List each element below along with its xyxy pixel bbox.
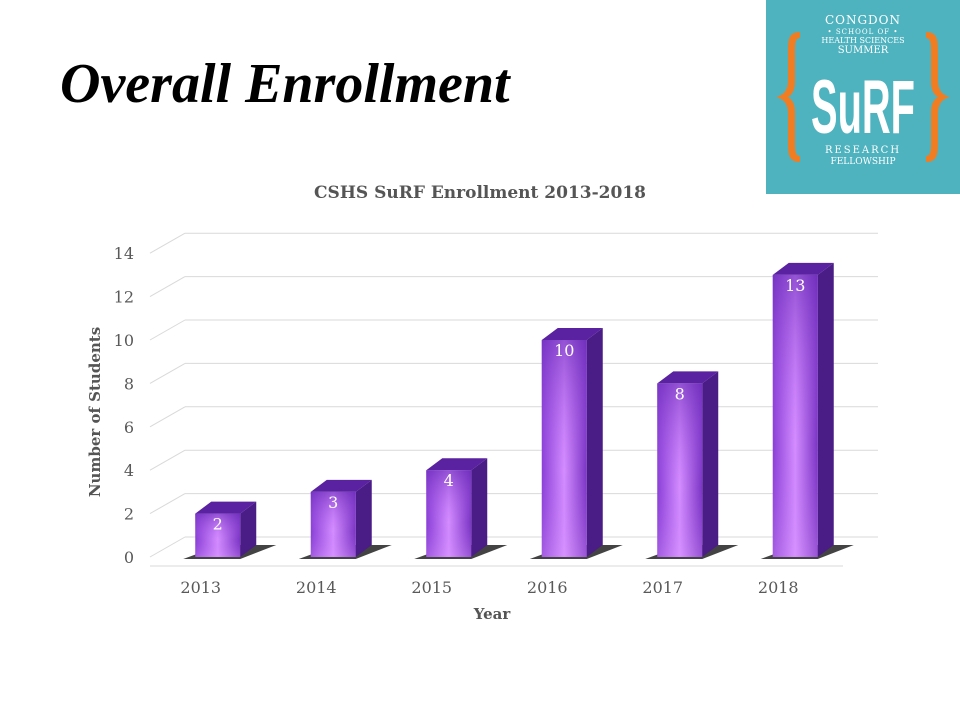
bar-shading [310, 491, 356, 557]
logo-text: CONGDON [825, 13, 901, 27]
x-tick-label: 2015 [411, 578, 452, 597]
y-tick-label: 12 [114, 288, 134, 307]
gridline [149, 406, 186, 428]
chart-title: CSHS SuRF Enrollment 2013-2018 [314, 183, 646, 203]
gridline [149, 276, 186, 298]
bar-side [471, 458, 488, 557]
y-tick-label: 0 [124, 548, 134, 567]
x-axis: 2013 2014 2015 2016 2017 2018 [180, 578, 798, 597]
data-label: 8 [675, 384, 685, 403]
bar-top [195, 501, 257, 514]
x-tick-label: 2016 [527, 578, 568, 597]
y-tick-label: 10 [114, 331, 134, 350]
gridline [149, 493, 186, 515]
logo-text: • SCHOOL OF • [828, 28, 899, 36]
bar-top [772, 262, 834, 275]
logo-text: RESEARCH [825, 145, 901, 156]
x-tick-label: 2017 [642, 578, 683, 597]
y-axis: 0 2 4 6 8 10 12 14 [114, 244, 134, 567]
bar-side [355, 479, 372, 557]
x-axis-label: Year [473, 605, 512, 623]
bar-shading [195, 513, 241, 557]
slide-title: Overall Enrollment [60, 53, 510, 115]
y-tick-label: 8 [124, 374, 134, 393]
bar-top [310, 479, 372, 492]
bar-shading [657, 383, 703, 557]
gridline [149, 362, 186, 384]
data-label: 4 [444, 471, 454, 490]
bar-series: 2 3 4 10 8 13 [183, 262, 854, 559]
bar-shading [772, 274, 818, 557]
bar-side [817, 262, 834, 557]
gridline [149, 232, 186, 254]
logo-main-text: SuRF [811, 65, 915, 150]
surf-logo-graphic: CONGDON • SCHOOL OF • HEALTH SCIENCES SU… [776, 13, 950, 167]
bar-side [702, 371, 719, 557]
data-label: 13 [785, 276, 805, 295]
data-label: 10 [554, 341, 574, 360]
bar-side [586, 328, 603, 557]
bar-side [240, 501, 257, 557]
x-tick-label: 2014 [296, 578, 337, 597]
brace-left-icon [776, 32, 800, 162]
x-tick-label: 2018 [758, 578, 799, 597]
bar-shading [426, 470, 472, 557]
gridlines [149, 232, 878, 567]
bar-shading [541, 340, 587, 557]
logo-text: SUMMER [838, 45, 889, 56]
y-tick-label: 2 [124, 505, 134, 524]
bar-top [426, 458, 488, 471]
y-tick-label: 14 [114, 244, 134, 263]
logo-text: FELLOWSHIP [830, 157, 895, 167]
bar-top [541, 328, 603, 340]
bar-top [657, 371, 719, 384]
y-tick-label: 4 [124, 461, 134, 480]
y-axis-label: Number of Students [86, 327, 104, 497]
brace-right-icon [926, 32, 950, 162]
y-tick-label: 6 [124, 418, 134, 437]
x-tick-label: 2013 [180, 578, 221, 597]
logo-text: HEALTH SCIENCES [821, 36, 904, 45]
data-label: 3 [328, 493, 338, 512]
gridline [149, 319, 186, 341]
gridline [149, 449, 186, 471]
gridline [149, 536, 186, 558]
surf-logo: CONGDON • SCHOOL OF • HEALTH SCIENCES SU… [766, 0, 960, 194]
data-label: 2 [213, 515, 223, 534]
